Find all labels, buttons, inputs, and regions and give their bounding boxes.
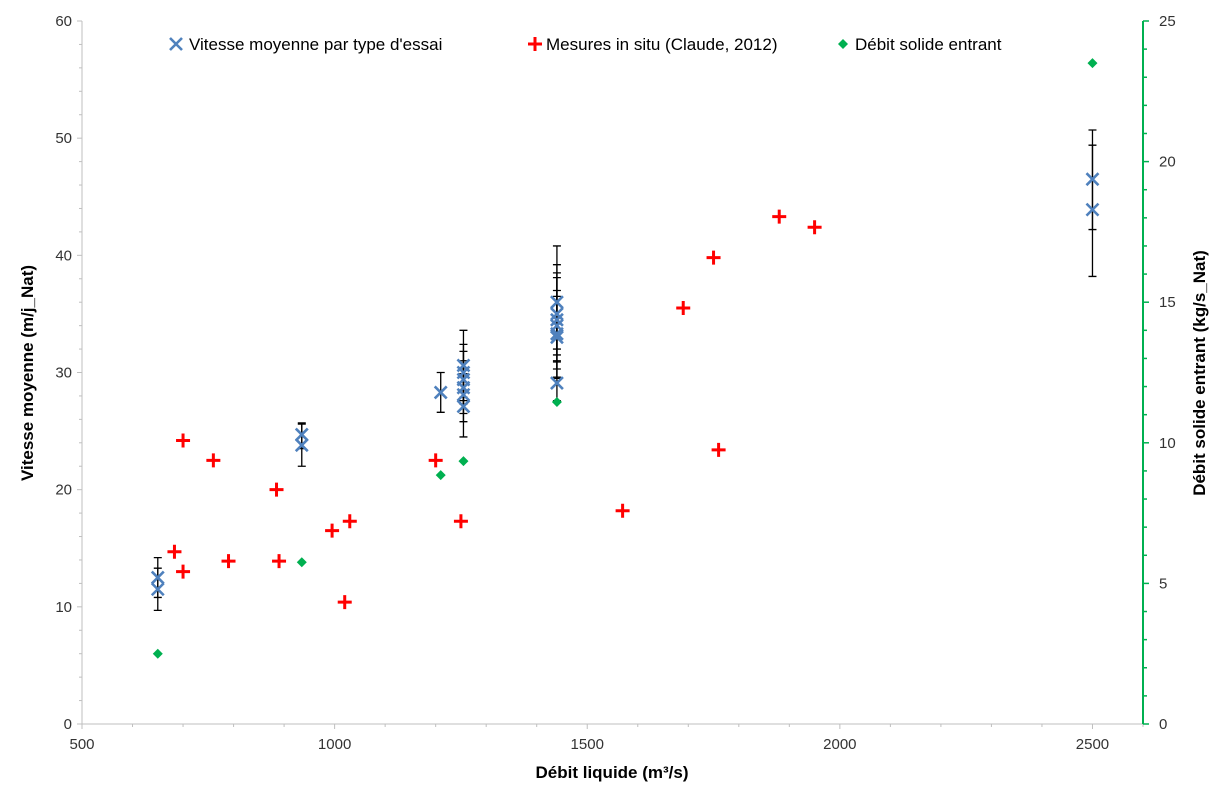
point-vitesse xyxy=(1085,172,1100,187)
x-tick-label: 2000 xyxy=(823,736,856,753)
legend-item-debit-solide: Débit solide entrant xyxy=(838,35,1002,54)
point-mesure xyxy=(615,503,630,518)
point-mesure xyxy=(325,523,340,538)
y-right-tick-label: 10 xyxy=(1159,435,1176,452)
x-tick-label: 1000 xyxy=(318,736,351,753)
point-debit-solide xyxy=(1087,58,1098,69)
point-mesure xyxy=(453,514,468,529)
point-mesure xyxy=(706,250,721,265)
point-debit-solide xyxy=(296,557,307,568)
point-vitesse xyxy=(1085,202,1100,217)
legend-item-mesures: Mesures in situ (Claude, 2012) xyxy=(528,35,778,54)
y-left-tick-label: 20 xyxy=(55,482,72,499)
y-left-tick-label: 10 xyxy=(55,599,72,616)
point-mesure xyxy=(342,514,357,529)
legend-label-debit-solide: Débit solide entrant xyxy=(855,35,1002,54)
y-right-tick-label: 20 xyxy=(1159,154,1176,171)
point-mesure xyxy=(428,453,443,468)
point-mesure xyxy=(337,595,352,610)
y-right-tick-label: 5 xyxy=(1159,575,1167,592)
point-mesure xyxy=(176,433,191,448)
point-mesure xyxy=(272,554,287,569)
legend-label-mesures: Mesures in situ (Claude, 2012) xyxy=(546,35,778,54)
y-left-tick-label: 60 xyxy=(55,13,72,30)
point-debit-solide xyxy=(152,648,163,659)
point-debit-solide xyxy=(458,456,469,467)
point-vitesse xyxy=(150,582,165,597)
y-axis-left-title: Vitesse moyenne (m/j_Nat) xyxy=(18,265,37,481)
legend-marker-x xyxy=(169,37,183,51)
point-vitesse xyxy=(294,438,309,453)
legend-marker-plus xyxy=(528,37,542,51)
data-marks xyxy=(150,58,1100,659)
point-vitesse xyxy=(550,376,564,390)
point-mesure xyxy=(269,482,284,497)
y-axis-right-title: Débit solide entrant (kg/s_Nat) xyxy=(1190,250,1209,496)
axes xyxy=(77,20,1149,729)
point-mesure xyxy=(676,301,691,316)
point-vitesse xyxy=(150,570,165,585)
y-left-tick-label: 0 xyxy=(64,716,72,733)
x-tick-label: 2500 xyxy=(1076,736,1109,753)
point-vitesse xyxy=(550,306,564,321)
legend-label-vitesse: Vitesse moyenne par type d'essai xyxy=(189,35,442,54)
point-mesure xyxy=(807,220,822,235)
y-right-tick-label: 15 xyxy=(1159,294,1176,311)
point-vitesse xyxy=(433,385,448,400)
point-vitesse xyxy=(550,312,564,327)
y-left-tick-label: 40 xyxy=(55,247,72,264)
point-vitesse xyxy=(550,295,564,310)
x-axis-title: Débit liquide (m³/s) xyxy=(536,763,689,782)
point-debit-solide xyxy=(435,470,446,481)
point-vitesse xyxy=(456,399,471,414)
legend: Vitesse moyenne par type d'essai Mesures… xyxy=(169,35,1002,54)
legend-marker-diamond xyxy=(838,39,848,49)
point-vitesse xyxy=(456,387,471,402)
point-mesure xyxy=(206,453,221,468)
tick-labels: 500 1000 1500 2000 2500 0 10 20 30 40 50 60 0 5 10 15 20… xyxy=(55,13,1175,753)
y-left-tick-label: 30 xyxy=(55,365,72,382)
point-mesure xyxy=(221,554,236,569)
point-vitesse xyxy=(550,330,564,345)
point-debit-solide xyxy=(551,397,562,408)
x-tick-label: 500 xyxy=(69,736,94,753)
legend-item-vitesse: Vitesse moyenne par type d'essai xyxy=(169,35,442,54)
point-mesure xyxy=(167,544,182,559)
point-vitesse xyxy=(550,326,564,341)
y-right-tick-label: 0 xyxy=(1159,716,1167,733)
point-vitesse xyxy=(294,427,309,442)
point-mesure xyxy=(176,564,191,579)
x-tick-label: 1500 xyxy=(571,736,604,753)
y-left-tick-label: 50 xyxy=(55,130,72,147)
y-right-tick-label: 25 xyxy=(1159,13,1176,30)
point-mesure xyxy=(772,209,787,224)
point-mesure xyxy=(711,442,726,457)
